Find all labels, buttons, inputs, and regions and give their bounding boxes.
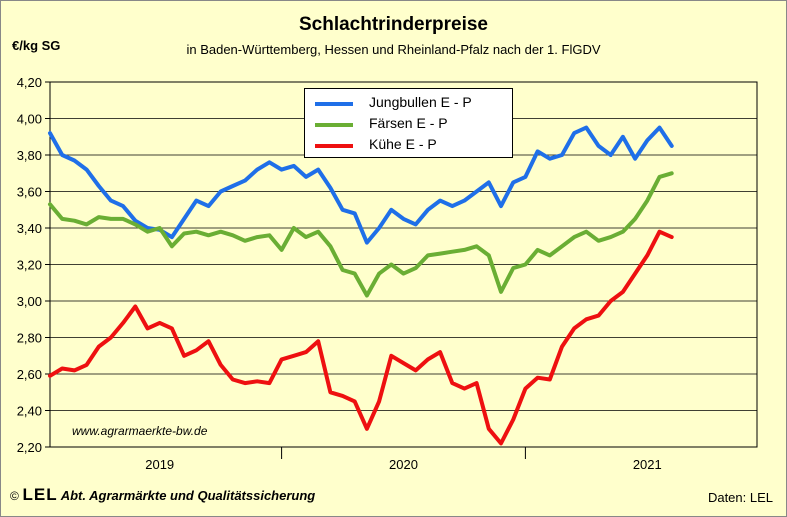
- y-tick-label: 2,80: [17, 331, 42, 346]
- y-tick-label: 4,00: [17, 112, 42, 127]
- legend-label-faersen: Färsen E - P: [369, 115, 448, 131]
- series-line-faersen: [48, 171, 674, 298]
- legend-item-jungbullen: Jungbullen E - P: [305, 93, 512, 113]
- y-tick-label: 3,80: [17, 148, 42, 163]
- x-tick-label: 2020: [389, 457, 418, 472]
- copyright-symbol: ©: [10, 489, 19, 503]
- legend: Jungbullen E - P Färsen E - P Kühe E - P: [304, 88, 513, 158]
- y-tick-label: 3,60: [17, 185, 42, 200]
- y-tick-label: 2,60: [17, 367, 42, 382]
- y-tick-label: 4,20: [17, 75, 42, 90]
- legend-label-jungbullen: Jungbullen E - P: [369, 94, 472, 110]
- data-source: Daten: LEL: [707, 490, 773, 505]
- x-tick-label: 2021: [633, 457, 662, 472]
- legend-label-kuehe: Kühe E - P: [369, 136, 437, 152]
- y-tick-label: 2,40: [17, 404, 42, 419]
- lel-logo: LEL: [22, 485, 58, 504]
- legend-swatch-faersen: [315, 123, 353, 127]
- legend-swatch-kuehe: [315, 144, 353, 148]
- x-tick-label: 2019: [145, 457, 174, 472]
- y-tick-label: 2,20: [17, 440, 42, 455]
- series-line-kuehe: [48, 229, 674, 446]
- legend-item-faersen: Färsen E - P: [305, 114, 512, 134]
- chart-title: Schlachtrinderpreise: [298, 14, 489, 35]
- legend-item-kuehe: Kühe E - P: [305, 135, 512, 155]
- department-name: Abt. Agrarmärkte und Qualitätssicherung: [60, 488, 316, 503]
- legend-swatch-jungbullen: [315, 102, 353, 106]
- footer-organization: © LEL Abt. Agrarmärkte und Qualitätssich…: [10, 485, 315, 505]
- chart-subtitle: in Baden-Württemberg, Hessen und Rheinla…: [186, 42, 601, 57]
- y-tick-label: 3,20: [17, 258, 42, 273]
- watermark-url: www.agrarmaerkte-bw.de: [72, 424, 208, 438]
- y-axis-unit: €/kg SG: [12, 38, 61, 53]
- y-tick-label: 3,40: [17, 221, 42, 236]
- y-tick-label: 3,00: [17, 294, 42, 309]
